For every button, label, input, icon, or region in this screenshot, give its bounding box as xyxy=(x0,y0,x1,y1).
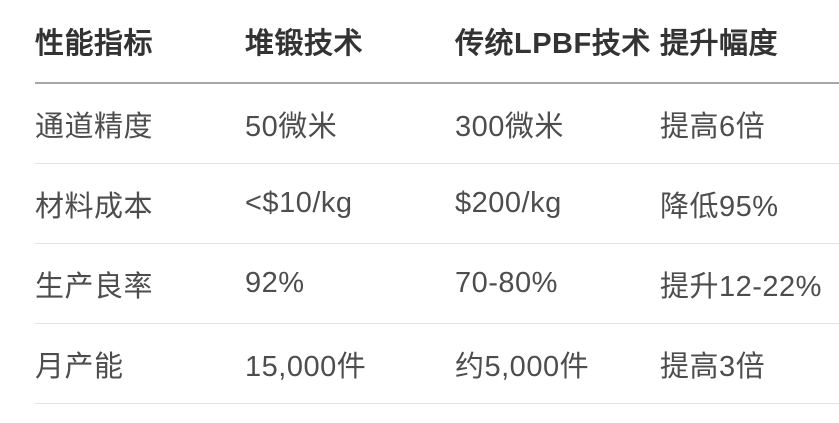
header-cell-metric: 性能指标 xyxy=(35,28,154,60)
header-cell-stack-forging: 堆锻技术 xyxy=(245,28,364,60)
cell-improvement: 提高6倍 xyxy=(660,110,766,143)
table-row: 通道精度 50微米 300微米 提高6倍 xyxy=(35,84,839,164)
header-cell-improvement: 提升幅度 xyxy=(660,28,779,60)
cell-metric: 生产良率 xyxy=(35,270,154,303)
cell-metric: 材料成本 xyxy=(35,190,154,223)
table-row: 月产能 15,000件 约5,000件 提高3倍 xyxy=(35,324,839,404)
table-row: 生产良率 92% 70-80% 提升12-22% xyxy=(35,244,839,324)
cell-improvement: 降低95% xyxy=(660,190,779,223)
cell-traditional-lpbf: 300微米 xyxy=(455,110,564,143)
cell-stack-forging: 92% xyxy=(245,267,305,299)
cell-metric: 月产能 xyxy=(35,350,124,383)
cell-traditional-lpbf: $200/kg xyxy=(455,187,562,219)
table-row: 材料成本 <$10/kg $200/kg 降低95% xyxy=(35,164,839,244)
table-header-row: 性能指标 堆锻技术 传统LPBF技术 提升幅度 xyxy=(35,0,839,84)
comparison-table: 性能指标 堆锻技术 传统LPBF技术 提升幅度 通道精度 50微米 300微米 … xyxy=(35,0,839,404)
cell-stack-forging: <$10/kg xyxy=(245,187,353,219)
cell-metric: 通道精度 xyxy=(35,110,154,143)
cell-traditional-lpbf: 70-80% xyxy=(455,267,558,299)
cell-improvement: 提升12-22% xyxy=(660,270,822,303)
cell-stack-forging: 50微米 xyxy=(245,110,338,143)
cell-stack-forging: 15,000件 xyxy=(245,350,367,383)
header-cell-traditional-lpbf: 传统LPBF技术 xyxy=(455,28,651,60)
cell-traditional-lpbf: 约5,000件 xyxy=(455,350,590,383)
cell-improvement: 提高3倍 xyxy=(660,350,766,383)
